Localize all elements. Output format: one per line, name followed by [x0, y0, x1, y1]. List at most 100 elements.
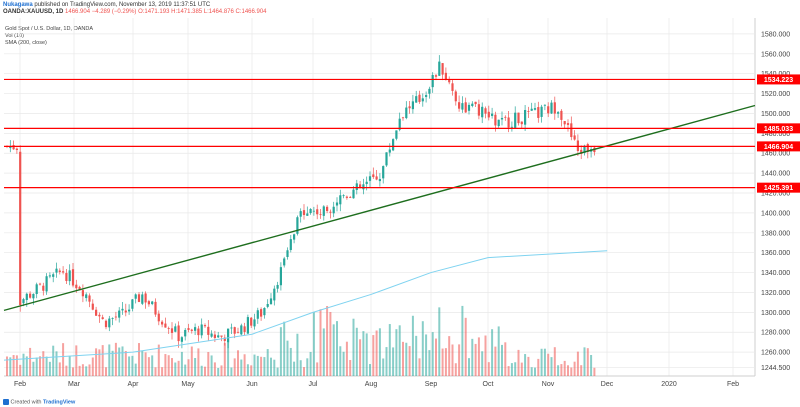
- volume-bar: [547, 353, 550, 376]
- tradingview-brand[interactable]: TradingView: [42, 399, 76, 405]
- y-tick-label: 1460.000: [761, 151, 790, 158]
- volume-bar: [55, 351, 58, 376]
- candle-body: [213, 334, 216, 338]
- volume-bar: [260, 356, 263, 376]
- candle-body: [276, 284, 279, 289]
- candle-body: [95, 309, 98, 316]
- candle-body: [52, 274, 55, 277]
- candle-body: [514, 112, 517, 128]
- candle-body: [15, 148, 18, 150]
- candle-body: [81, 290, 84, 297]
- candle-body: [48, 275, 51, 277]
- volume-bar: [240, 359, 243, 376]
- candle-body: [362, 184, 365, 190]
- volume-bar: [180, 351, 183, 376]
- candle-body: [293, 234, 296, 240]
- volume-bar: [474, 343, 477, 376]
- candle-body: [111, 318, 114, 320]
- candle-body: [71, 269, 75, 286]
- volume-bar: [408, 346, 411, 376]
- volume-bar: [187, 359, 190, 376]
- volume-bar: [223, 343, 226, 376]
- candle-body: [141, 294, 144, 304]
- candle-body: [177, 325, 180, 342]
- volume-bar: [210, 355, 213, 376]
- legend-sma[interactable]: SMA (200, close): [5, 40, 47, 46]
- x-tick-label: May: [181, 381, 195, 388]
- candle-body: [573, 135, 576, 140]
- candle-body: [586, 144, 589, 152]
- volume-bar: [65, 365, 68, 376]
- candle-body: [85, 294, 88, 299]
- candle-body: [547, 106, 550, 114]
- volume-bar: [458, 344, 461, 376]
- volume-bar: [586, 348, 589, 376]
- volume-bar: [286, 340, 289, 376]
- candle-body: [425, 95, 428, 97]
- candle-body: [124, 310, 127, 313]
- candle-body: [279, 267, 282, 286]
- volume-bar: [19, 364, 22, 376]
- volume-bar: [81, 364, 84, 376]
- candle-body: [342, 195, 345, 197]
- candle-body: [557, 112, 560, 114]
- volume-bar: [375, 330, 378, 376]
- candle-body: [411, 101, 414, 110]
- candle-body: [530, 108, 533, 111]
- y-tick-label: 1400.000: [761, 210, 790, 217]
- y-tick-label: 1360.000: [761, 250, 790, 257]
- volume-bar: [29, 347, 32, 376]
- candle-body: [537, 107, 540, 118]
- candle-body: [438, 61, 441, 76]
- candle-body: [326, 206, 329, 212]
- volume-bar: [448, 336, 451, 376]
- y-tick-label: 1440.000: [761, 171, 790, 178]
- candle-body: [174, 326, 177, 332]
- volume-bar: [504, 342, 507, 376]
- candle-body: [345, 196, 348, 198]
- level-price-tag: [757, 141, 800, 152]
- volume-bar: [114, 342, 117, 376]
- volume-bar: [415, 335, 418, 376]
- candle-body: [180, 337, 183, 342]
- y-tick-label: 1280.000: [761, 330, 790, 337]
- author-link[interactable]: Nukagawa: [3, 2, 33, 8]
- volume-bar: [537, 358, 540, 376]
- volume-bar: [484, 335, 487, 376]
- volume-bar: [481, 351, 484, 376]
- volume-bar: [454, 363, 457, 376]
- volume-bar: [25, 356, 28, 376]
- legend-volume[interactable]: Vol (10): [5, 33, 24, 39]
- candle-body: [576, 140, 579, 151]
- volume-bar: [85, 366, 88, 376]
- candle-body: [35, 284, 38, 295]
- volume-bar: [171, 358, 173, 376]
- volume-bar: [197, 348, 200, 376]
- volume-bar: [332, 324, 335, 376]
- volume-bar: [392, 347, 395, 376]
- candle-body: [187, 328, 190, 330]
- candle-body: [45, 276, 48, 292]
- volume-bar: [576, 351, 579, 376]
- volume-bar: [557, 365, 560, 376]
- volume-bar: [177, 360, 180, 376]
- tradingview-logo-icon: [3, 398, 9, 405]
- candle-body: [520, 121, 523, 125]
- candle-body: [355, 183, 358, 191]
- candle-body: [375, 176, 378, 180]
- volume-bar: [491, 329, 494, 376]
- candle-body: [164, 323, 167, 328]
- candle-body: [392, 139, 395, 151]
- candle-body: [250, 317, 253, 326]
- x-tick-label: Jul: [309, 381, 318, 388]
- volume-bar: [213, 362, 216, 376]
- candle-body: [431, 74, 434, 88]
- candle-body: [233, 327, 236, 334]
- price-change: 1466.904 −4.289 (−0.29%): [65, 9, 137, 15]
- volume-bar: [530, 367, 533, 376]
- volume-bar: [273, 359, 276, 376]
- legend-title[interactable]: Gold Spot / U.S. Dollar, 1D, OANDA: [5, 26, 94, 32]
- volume-bar: [441, 348, 444, 376]
- candle-body: [200, 324, 203, 336]
